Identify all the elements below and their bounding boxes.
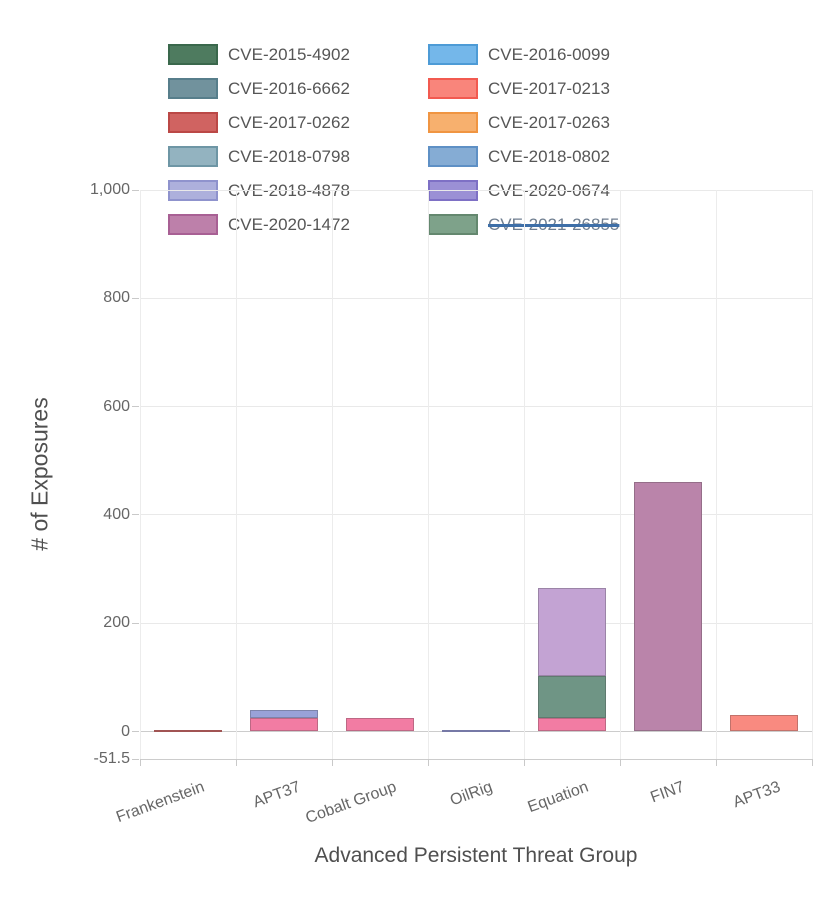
y-tick-mark — [132, 622, 139, 624]
legend-swatch-icon — [168, 112, 218, 133]
legend-label: CVE-2020-1472 — [228, 214, 350, 234]
y-tick-mark — [132, 406, 139, 408]
x-tick-mark — [139, 759, 141, 767]
legend-swatch-icon — [168, 78, 218, 99]
bar-segment-cve-2017-0213[interactable] — [730, 715, 798, 732]
legend-swatch-icon — [428, 146, 478, 167]
y-tick-label: 200 — [103, 614, 130, 632]
legend-label: CVE-2020-0674 — [488, 180, 610, 200]
y-tick-mark — [132, 514, 139, 516]
legend-label: CVE-2017-0262 — [228, 112, 350, 132]
legend-label: CVE-2018-0798 — [228, 146, 350, 166]
legend-item-cve-2015-4902[interactable]: CVE-2015-4902 — [168, 44, 392, 65]
legend-item-cve-2016-0099[interactable]: CVE-2016-0099 — [428, 44, 652, 65]
legend-label: CVE-2017-0263 — [488, 112, 610, 132]
bar-segment-cve-2018-4878[interactable] — [538, 588, 606, 676]
legend-item-cve-2018-0802[interactable]: CVE-2018-0802 — [428, 146, 652, 167]
y-tick-label: -51.5 — [93, 750, 130, 768]
bar-segment-cve-2020-0674[interactable] — [442, 730, 510, 733]
legend-label: CVE-2018-0802 — [488, 146, 610, 166]
x-gridline — [811, 190, 813, 760]
y-tick-label: 0 — [121, 722, 130, 740]
y-gridline — [140, 189, 812, 191]
x-gridline — [427, 190, 429, 760]
y-tick-label: 400 — [103, 505, 130, 523]
bar-segment-cve-2020-1472[interactable] — [634, 482, 702, 732]
x-tick-mark — [235, 759, 237, 767]
legend-label: CVE-2016-6662 — [228, 78, 350, 98]
legend-item-cve-2017-0263[interactable]: CVE-2017-0263 — [428, 112, 652, 133]
bar-segment-cve-2017-0213[interactable] — [538, 717, 606, 732]
y-gridline — [140, 297, 812, 299]
y-tick-mark — [132, 297, 139, 299]
x-tick-mark — [523, 759, 525, 767]
legend-swatch-icon — [428, 180, 478, 201]
y-tick-label: 600 — [103, 397, 130, 415]
y-tick-mark — [132, 731, 139, 732]
legend-item-cve-2020-0674[interactable]: CVE-2020-0674 — [428, 180, 652, 201]
x-gridline — [523, 190, 525, 760]
legend-item-cve-2017-0213[interactable]: CVE-2017-0213 — [428, 78, 652, 99]
x-tick-mark — [427, 759, 429, 767]
y-tick-mark — [132, 189, 139, 191]
legend-swatch-icon — [168, 146, 218, 167]
y-tick-mark — [132, 758, 139, 760]
x-tick-mark — [331, 759, 333, 767]
legend-label: CVE-2021-26855 — [488, 214, 620, 234]
x-gridline — [715, 190, 717, 760]
legend-swatch-icon — [428, 112, 478, 133]
y-gridline — [140, 514, 812, 516]
bar-segment-cve-2017-0213[interactable] — [250, 717, 318, 732]
bar-segment-cve-2017-0262[interactable] — [154, 729, 222, 732]
legend-swatch-icon — [428, 214, 478, 235]
legend-label: CVE-2017-0213 — [488, 78, 610, 98]
bar-segment-cve-2018-4878[interactable] — [250, 709, 318, 718]
bar-segment-cve-2015-4902[interactable] — [538, 675, 606, 718]
y-gridline — [140, 758, 812, 760]
bar-segment-cve-2017-0213[interactable] — [346, 717, 414, 732]
legend-item-cve-2016-6662[interactable]: CVE-2016-6662 — [168, 78, 392, 99]
legend-item-cve-2018-0798[interactable]: CVE-2018-0798 — [168, 146, 392, 167]
y-tick-label: 1,000 — [89, 181, 130, 198]
legend-item-cve-2018-4878[interactable]: CVE-2018-4878 — [168, 180, 392, 201]
x-tick-mark — [811, 759, 813, 767]
y-tick-label: 800 — [103, 289, 130, 307]
x-gridline — [235, 190, 237, 760]
x-gridline — [619, 190, 621, 760]
legend-item-cve-2021-26855[interactable]: CVE-2021-26855 — [428, 214, 652, 235]
x-gridline — [139, 190, 141, 760]
legend-swatch-icon — [168, 214, 218, 235]
legend-swatch-icon — [428, 78, 478, 99]
legend-label: CVE-2016-0099 — [488, 44, 610, 64]
x-tick-mark — [715, 759, 717, 767]
legend-swatch-icon — [168, 180, 218, 201]
legend-label: CVE-2015-4902 — [228, 44, 350, 64]
legend: CVE-2015-4902 CVE-2016-0099 CVE-2016-6662 C… — [30, 44, 790, 235]
legend-swatch-icon — [168, 44, 218, 65]
y-gridline — [140, 406, 812, 408]
x-axis-title: Advanced Persistent Threat Group — [314, 844, 638, 867]
x-tick-mark — [619, 759, 621, 767]
y-axis-title: # of Exposures — [26, 397, 53, 551]
y-gridline — [140, 622, 812, 624]
legend-item-cve-2017-0262[interactable]: CVE-2017-0262 — [168, 112, 392, 133]
legend-swatch-icon — [428, 44, 478, 65]
x-gridline — [331, 190, 333, 760]
legend-item-cve-2020-1472[interactable]: CVE-2020-1472 — [168, 214, 392, 235]
